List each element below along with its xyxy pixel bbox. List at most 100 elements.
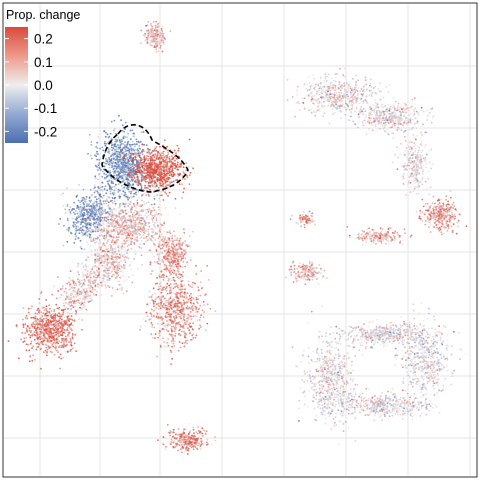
data-point: [50, 324, 53, 326]
data-point: [152, 40, 154, 43]
data-point: [88, 223, 91, 226]
data-point: [45, 312, 48, 314]
data-point: [132, 217, 135, 219]
data-point: [160, 281, 163, 284]
data-point: [105, 234, 108, 237]
data-point: [181, 178, 184, 180]
data-point: [159, 33, 162, 35]
data-point: [133, 164, 136, 167]
data-point: [90, 297, 93, 299]
data-point: [178, 165, 181, 168]
data-point: [126, 171, 128, 174]
data-point: [167, 242, 170, 245]
data-point: [114, 202, 117, 205]
data-point: [95, 146, 97, 148]
data-point: [85, 219, 88, 221]
data-point: [32, 354, 34, 357]
data-point: [181, 253, 183, 255]
data-point: [111, 166, 113, 169]
data-point: [154, 153, 157, 156]
data-point: [43, 309, 45, 311]
data-point: [160, 170, 163, 173]
data-point: [91, 157, 93, 160]
data-point: [206, 264, 209, 267]
data-point: [38, 302, 41, 304]
data-point: [152, 33, 155, 36]
data-point: [170, 244, 173, 247]
data-point: [110, 137, 113, 140]
data-point: [57, 327, 59, 329]
data-point: [20, 338, 22, 341]
data-point: [124, 171, 127, 174]
data-point: [112, 193, 115, 196]
data-point: [81, 271, 84, 274]
data-point: [104, 135, 107, 138]
data-point: [50, 316, 53, 319]
data-point: [85, 220, 87, 223]
data-point: [181, 197, 184, 199]
data-point: [130, 220, 133, 223]
data-point: [181, 266, 184, 268]
data-point: [114, 143, 116, 146]
data-point: [64, 345, 67, 347]
data-point: [114, 158, 117, 161]
data-point: [147, 228, 150, 231]
data-point: [160, 226, 163, 228]
data-point: [76, 294, 79, 296]
data-point: [192, 230, 194, 233]
data-point: [113, 265, 116, 268]
data-point: [124, 232, 127, 235]
data-point: [35, 348, 38, 351]
data-point: [127, 236, 130, 239]
data-point: [147, 184, 150, 187]
data-point: [129, 159, 132, 161]
data-point: [119, 255, 122, 257]
data-point: [69, 270, 72, 272]
data-point: [71, 277, 74, 279]
data-point: [151, 28, 154, 31]
data-point: [73, 208, 75, 211]
data-point: [154, 167, 157, 170]
data-point: [117, 229, 119, 231]
data-point: [149, 153, 151, 156]
data-point: [50, 332, 53, 334]
data-point: [165, 174, 168, 177]
data-point: [66, 311, 68, 313]
data-point: [133, 241, 136, 244]
data-point: [46, 314, 48, 317]
data-point: [94, 208, 97, 211]
data-point: [122, 135, 125, 138]
data-point: [88, 295, 91, 297]
data-point: [157, 176, 159, 179]
data-point: [156, 29, 159, 31]
data-point: [56, 341, 58, 343]
data-point: [130, 261, 133, 263]
gridlines: [4, 4, 476, 476]
data-point: [106, 268, 108, 270]
data-point: [167, 171, 170, 174]
data-point: [132, 195, 135, 198]
data-point: [71, 285, 74, 288]
data-point: [67, 324, 69, 326]
data-point: [161, 172, 164, 175]
data-point: [98, 166, 100, 169]
data-point: [166, 155, 169, 157]
data-point: [156, 213, 159, 216]
data-point: [53, 354, 56, 356]
data-point: [101, 170, 104, 173]
data-point: [147, 155, 150, 158]
data-point: [117, 159, 120, 162]
data-point: [73, 242, 76, 244]
data-point: [150, 162, 153, 164]
data-point: [76, 292, 79, 295]
data-point: [129, 129, 132, 132]
data-point: [107, 204, 110, 207]
data-point: [147, 20, 150, 23]
data-point: [139, 147, 141, 150]
data-point: [148, 31, 151, 34]
data-point: [129, 184, 132, 187]
data-point: [153, 215, 156, 217]
data-point: [125, 145, 128, 148]
data-point: [149, 166, 152, 169]
data-point: [164, 181, 167, 184]
